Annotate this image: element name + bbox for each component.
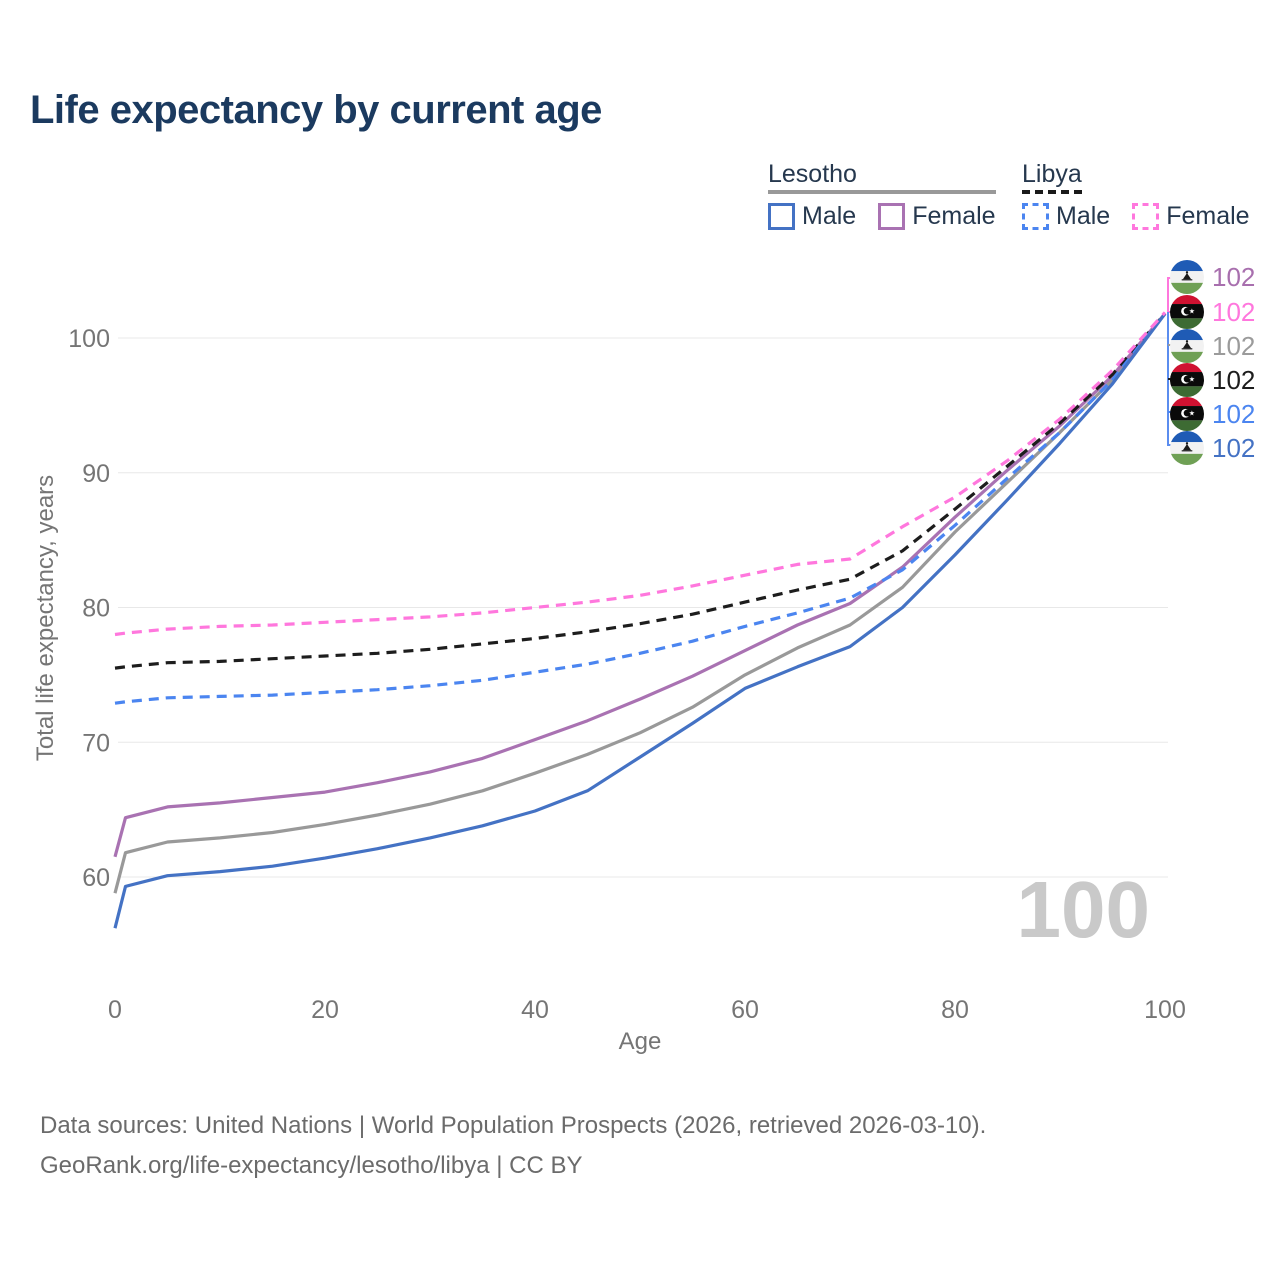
end-value: 102 <box>1212 262 1256 292</box>
lesotho-flag-icon <box>1170 329 1204 363</box>
legend-item-lesotho-female[interactable]: Female <box>878 202 996 230</box>
legend-header-libya[interactable]: Libya <box>1022 160 1250 194</box>
legend-group-libya: Libya Male Female <box>1022 160 1250 230</box>
lesotho-flag-icon <box>1170 260 1204 294</box>
legend-libya-line-swatch <box>1022 190 1082 194</box>
footer: Data sources: United Nations | World Pop… <box>40 1106 986 1186</box>
end-value: 102 <box>1212 331 1256 361</box>
x-tick-20: 20 <box>311 996 339 1024</box>
y-tick-60: 60 <box>82 864 110 892</box>
x-tick-40: 40 <box>521 996 549 1024</box>
end-value: 102 <box>1212 365 1256 395</box>
x-axis-title: Age <box>618 1028 662 1055</box>
legend-item-libya-male[interactable]: Male <box>1022 203 1110 230</box>
x-tick-0: 0 <box>108 996 122 1024</box>
data-sources-line: Data sources: United Nations | World Pop… <box>40 1112 987 1139</box>
legend-header-lesotho-label[interactable]: Lesotho <box>768 160 857 188</box>
end-label-libya-male: 102 <box>1170 397 1255 431</box>
end-value: 102 <box>1212 433 1256 463</box>
libya-male-label: Male <box>1056 202 1111 230</box>
end-value: 102 <box>1212 297 1256 327</box>
x-tick-60: 60 <box>731 996 759 1024</box>
attribution-line: GeoRank.org/life-expectancy/lesotho/liby… <box>40 1152 583 1179</box>
x-tick-100: 100 <box>1144 996 1186 1024</box>
libya-male-checkbox[interactable] <box>1022 203 1049 230</box>
series-line-libya-both-sexes <box>114 312 1167 670</box>
legend-item-libya-female[interactable]: Female <box>1132 202 1250 230</box>
age-counter-watermark: 100 <box>1016 865 1150 954</box>
y-tick-70: 70 <box>82 729 110 757</box>
lesotho-flag-icon <box>1170 431 1204 465</box>
libya-flag-icon <box>1170 295 1204 329</box>
y-tick-90: 90 <box>82 460 110 488</box>
lesotho-female-checkbox[interactable] <box>878 203 906 230</box>
y-tick-80: 80 <box>82 595 110 623</box>
end-value: 102 <box>1212 399 1256 429</box>
series-line-lesotho-both-sexes <box>113 312 1167 894</box>
end-label-libya-female: 102 <box>1170 295 1255 329</box>
end-label-lesotho-both: 102 <box>1170 329 1255 363</box>
lesotho-male-label: Male <box>802 202 857 230</box>
legend-header-libya-label[interactable]: Libya <box>1022 160 1082 188</box>
legend-lesotho-line-swatch <box>768 190 996 194</box>
legend-item-lesotho-male[interactable]: Male <box>768 203 856 230</box>
legend-group-lesotho: Lesotho Male Female <box>768 160 996 230</box>
lesotho-female-label: Female <box>912 202 996 230</box>
end-label-lesotho-female: 102 <box>1170 260 1255 294</box>
end-label-libya-both: 102 <box>1170 363 1255 397</box>
series-line-libya-female <box>114 311 1167 637</box>
page-title: Life expectancy by current age <box>30 88 602 132</box>
end-label-lesotho-male: 102 <box>1170 431 1255 465</box>
x-tick-80: 80 <box>941 996 969 1024</box>
libya-flag-icon <box>1170 397 1204 431</box>
libya-female-checkbox[interactable] <box>1132 203 1160 230</box>
libya-flag-icon <box>1170 363 1204 397</box>
chart-plot[interactable]: 60 70 80 90 100 0 20 40 60 80 100 <box>0 0 1280 1080</box>
y-axis-title: Total life expectancy, years <box>32 474 59 762</box>
series-line-lesotho-female <box>113 312 1167 858</box>
series-line-libya-male <box>114 312 1167 705</box>
series-line-lesotho-male <box>113 312 1167 929</box>
libya-female-label: Female <box>1166 202 1250 230</box>
y-tick-100: 100 <box>68 325 110 353</box>
legend-header-lesotho[interactable]: Lesotho <box>768 160 996 194</box>
lesotho-male-checkbox[interactable] <box>768 203 795 230</box>
